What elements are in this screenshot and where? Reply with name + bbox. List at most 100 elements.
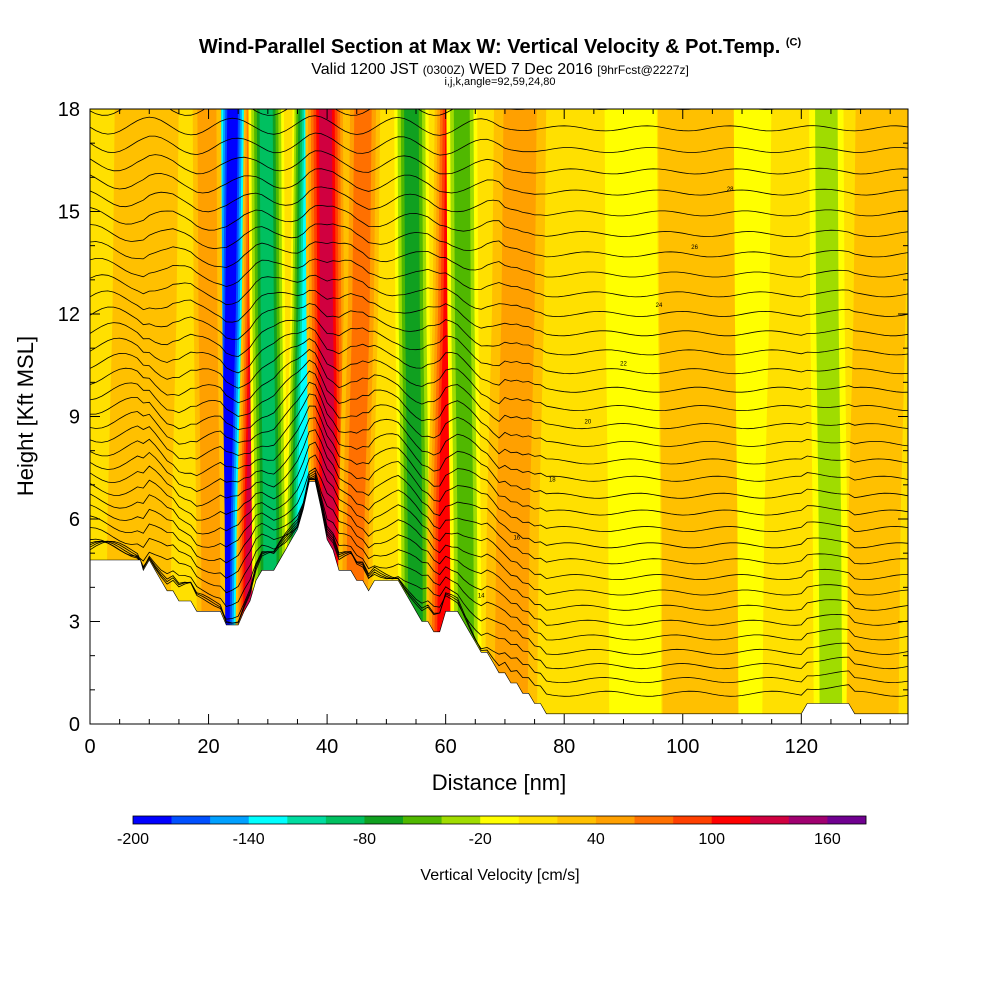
theta-contour-line [90, 381, 908, 482]
velocity-band [658, 109, 739, 724]
theta-contour-line [90, 370, 908, 465]
x-tick-label: 80 [553, 736, 575, 758]
velocity-contour-fill [658, 109, 739, 724]
colorbar-swatch [210, 816, 250, 824]
valid-utc: (0300Z) [422, 63, 465, 77]
theta-contours: 101416182022242628 [90, 109, 908, 697]
colorbar-title: Vertical Velocity [cm/s] [420, 867, 579, 884]
colorbar-frame [132, 815, 867, 825]
x-tick-label: 120 [785, 736, 818, 758]
theta-contour-label: 24 [656, 303, 663, 309]
velocity-band [846, 109, 908, 724]
x-tick-label: 60 [435, 736, 457, 758]
colorbar-swatch [788, 816, 828, 824]
valid-prefix: Valid 1200 JST [311, 61, 419, 78]
theta-contour-line [90, 441, 908, 565]
velocity-band [809, 109, 849, 724]
theta-contour-line [90, 223, 908, 258]
colorbar: -200 -140 -80 -20 40 100 160 [117, 815, 867, 848]
theta-contour-line [90, 429, 908, 549]
theta-contour-line [90, 241, 908, 278]
colorbar-label: -20 [469, 831, 492, 848]
colorbar-swatch [480, 816, 520, 824]
velocity-band [394, 109, 434, 724]
axis-ticks: 0 20 40 60 80 100 120 0 3 6 9 12 15 18 [58, 99, 908, 758]
x-tick-label: 0 [84, 736, 95, 758]
y-tick-label: 9 [69, 407, 80, 429]
theta-contour-line [90, 289, 908, 337]
colorbar-swatch [673, 816, 712, 824]
colorbar-swatch [634, 816, 674, 824]
theta-contour-label: 14 [478, 594, 485, 600]
grid-params: i,j,k,angle=92,59,24,80 [444, 76, 556, 88]
theta-contour-line [90, 417, 908, 533]
colorbar-swatch [287, 816, 327, 824]
y-tick-label: 12 [58, 304, 80, 326]
velocity-contour-fill [494, 109, 537, 724]
x-tick-label: 20 [197, 736, 219, 758]
theta-contour-line [90, 115, 908, 136]
terrain [90, 481, 908, 724]
theta-contour-line [90, 477, 908, 655]
colorbar-label: 40 [587, 831, 605, 848]
colorbar-label: 160 [814, 831, 841, 848]
colorbar-label: -80 [353, 831, 376, 848]
y-tick-label: 0 [69, 714, 80, 736]
colorbar-swatch [557, 816, 597, 824]
x-axis-title: Distance [nm] [432, 770, 567, 795]
colorbar-swatch [403, 816, 442, 824]
theta-contour-line [90, 478, 908, 670]
theta-contour-line [90, 472, 908, 626]
theta-contour-label: 26 [691, 245, 698, 251]
colorbar-swatch [441, 816, 481, 824]
colorbar-swatch [827, 816, 867, 824]
theta-contour-line [90, 303, 908, 356]
copyright-mark: (C) [785, 36, 802, 49]
velocity-contour-fill [404, 109, 424, 724]
velocity-band [484, 109, 547, 724]
colorbar-swatch [750, 816, 790, 824]
theta-contour-line [90, 348, 908, 430]
theta-contour-line [90, 393, 908, 499]
y-tick-label: 3 [69, 612, 80, 634]
chart-title: Wind-Parallel Section at Max W: Vertical… [0, 36, 1000, 59]
colorbar-label: -200 [117, 831, 149, 848]
valid-date: WED 7 Dec 2016 [469, 61, 593, 78]
theta-contour-line [90, 315, 908, 375]
theta-contour-line [90, 359, 908, 447]
theta-contour-line [90, 477, 908, 697]
theta-contour-line [90, 132, 908, 156]
velocity-contour-fill [453, 109, 475, 724]
theta-contour-line [90, 478, 908, 684]
velocity-band [604, 109, 662, 724]
theta-contour-line [90, 475, 908, 641]
theta-contour-line [90, 454, 908, 581]
theta-contour-label: 18 [549, 477, 556, 483]
theta-contour-line [90, 327, 908, 393]
theta-contour-line [90, 258, 908, 298]
colorbar-swatch [595, 816, 635, 824]
colorbar-swatch [518, 816, 558, 824]
y-tick-label: 18 [58, 99, 80, 121]
chart-title-text: Wind-Parallel Section at Max W: Vertical… [198, 36, 781, 58]
y-tick-label: 6 [69, 509, 80, 531]
colorbar-swatch [171, 816, 211, 824]
colorbar-swatch [248, 816, 288, 824]
theta-contour-label: 20 [585, 419, 592, 425]
theta-contour-label: 22 [620, 361, 627, 367]
theta-contour-line [90, 150, 908, 175]
theta-contour-line [90, 204, 908, 238]
y-axis-title: Height [Kft MSL] [13, 336, 38, 496]
colorbar-swatch [325, 816, 365, 824]
valid-time-line: Valid 1200 JST (0300Z) WED 7 Dec 2016 [9… [0, 61, 1000, 79]
theta-contour-line [90, 467, 908, 596]
x-tick-label: 40 [316, 736, 338, 758]
theta-contour-label: 28 [727, 187, 734, 193]
theta-contour-line [90, 274, 908, 317]
colorbar-swatch [364, 816, 404, 824]
theta-contour-line [90, 405, 908, 516]
theta-contour-line [90, 168, 908, 196]
terrain-profile [90, 481, 908, 724]
theta-contour-line [90, 470, 908, 611]
colorbar-label: 100 [698, 831, 725, 848]
